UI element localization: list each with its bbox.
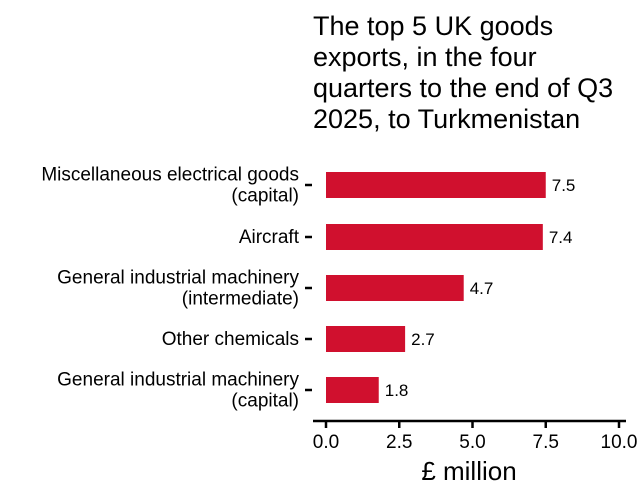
data-label: 7.5 (552, 176, 576, 195)
category-labels-group: Miscellaneous electrical goods(capital)A… (41, 165, 312, 412)
category-label: Miscellaneous electrical goods (41, 165, 299, 186)
category-label: General industrial machinery (57, 268, 299, 289)
category-label: (capital) (231, 186, 299, 207)
x-axis: 0.0 2.5 5.0 7.5 10.0 (313, 419, 638, 453)
x-axis-label: £ million (421, 456, 516, 481)
category-label: General industrial machinery (57, 370, 299, 391)
category-label: Aircraft (239, 227, 300, 248)
category-label: (intermediate) (182, 289, 299, 310)
bar (326, 172, 546, 198)
data-label: 7.4 (549, 228, 573, 247)
bar (326, 224, 543, 250)
x-tick-label: 10.0 (601, 432, 638, 453)
chart-title-line: exports, in the four (313, 42, 537, 72)
x-tick-label: 7.5 (533, 432, 559, 453)
bars-group: 7.5 7.4 4.7 2.7 1.8 (326, 172, 575, 403)
bar (326, 275, 464, 301)
category-label: Other chemicals (162, 329, 299, 350)
data-label: 2.7 (411, 330, 435, 349)
chart-title-line: 2025, to Turkmenistan (313, 104, 581, 134)
chart-title-line: The top 5 UK goods (313, 11, 554, 41)
bar (326, 377, 379, 403)
data-label: 4.7 (470, 279, 494, 298)
chart-title-line: quarters to the end of Q3 (313, 73, 614, 103)
x-tick-label: 2.5 (386, 432, 412, 453)
category-label: (capital) (231, 391, 299, 412)
data-label: 1.8 (385, 381, 409, 400)
x-tick-label: 0.0 (313, 432, 339, 453)
chart-title: The top 5 UK goods exports, in the four … (313, 11, 643, 135)
x-tick-label: 5.0 (459, 432, 485, 453)
bar (326, 326, 406, 352)
